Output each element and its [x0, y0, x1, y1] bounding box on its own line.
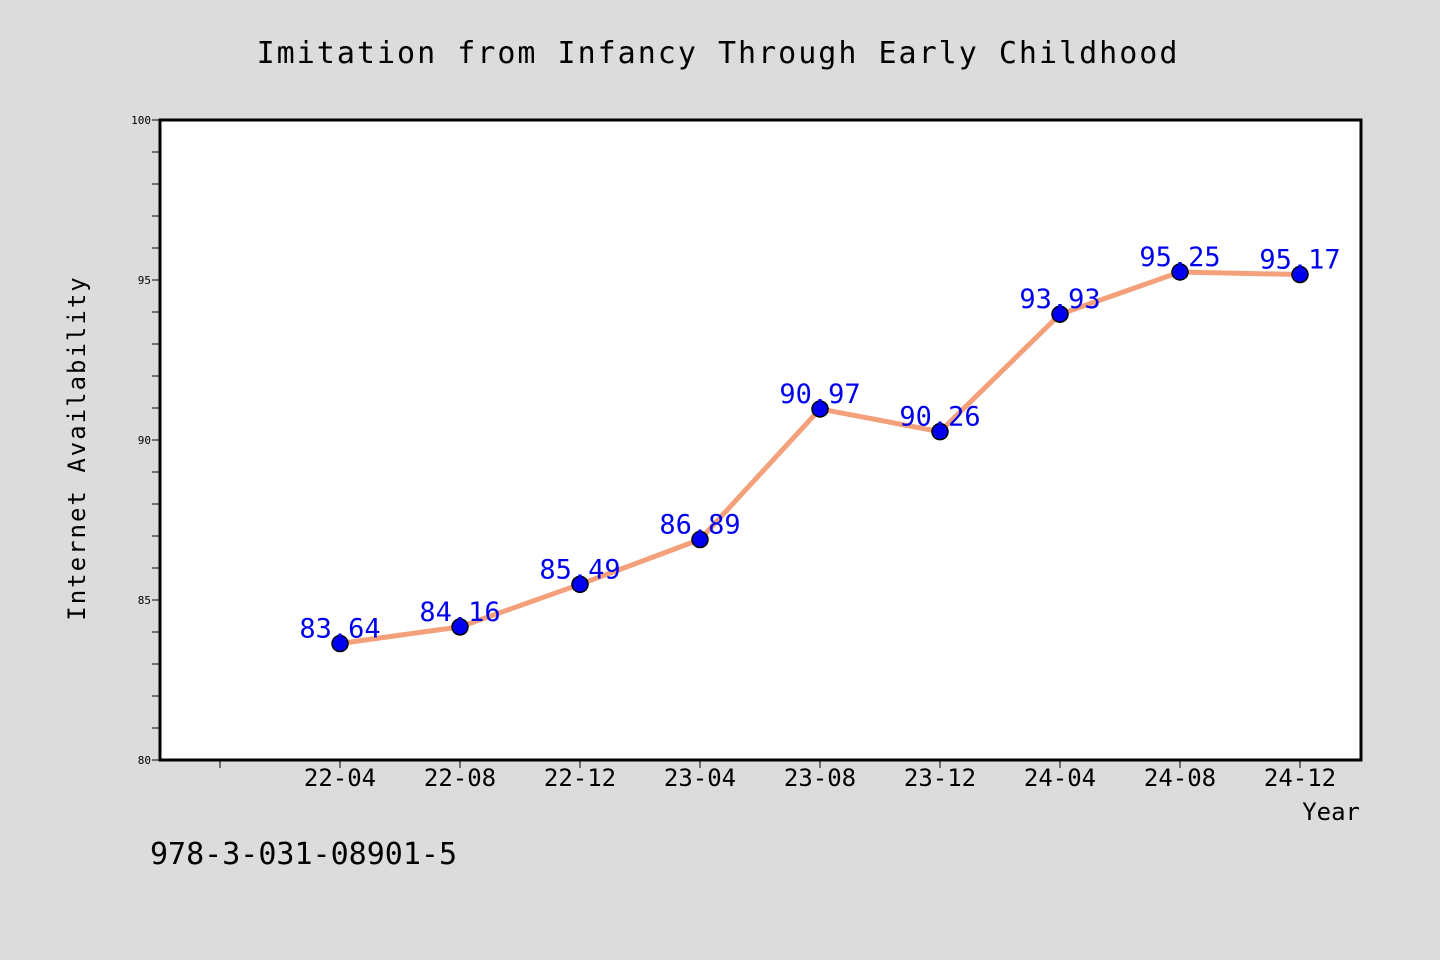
data-point — [571, 575, 589, 594]
y-tick-label: 100 — [131, 114, 151, 127]
data-label: 95.17 — [1259, 245, 1340, 276]
x-tick-label: 22-04 — [304, 764, 376, 792]
x-tick-label: 23-12 — [904, 764, 976, 792]
x-tick-label: 23-08 — [784, 764, 856, 792]
data-point — [1171, 263, 1189, 281]
x-tick-label: 23-04 — [664, 764, 736, 792]
y-axis: 80 85 90 95 100 — [131, 114, 160, 767]
data-label: 93.93 — [1019, 284, 1100, 315]
y-tick-label: 80 — [138, 754, 151, 767]
chart-title: Imitation from Infancy Through Early Chi… — [257, 36, 1180, 71]
y-tick-label: 90 — [138, 434, 151, 447]
data-label: 95.25 — [1139, 242, 1220, 273]
data-label: 84.16 — [419, 597, 500, 628]
data-label: 90.97 — [779, 379, 860, 410]
data-point — [1291, 265, 1309, 284]
x-tick-label: 22-12 — [544, 764, 616, 792]
y-tick-label: 85 — [138, 594, 151, 607]
x-tick-label: 24-08 — [1144, 764, 1216, 792]
series-layer: 83.64 84.16 85.49 86.89 90.97 90.26 93.93 95.25… — [299, 242, 1341, 653]
data-label: 86.89 — [659, 510, 740, 541]
data-label: 83.64 — [299, 614, 380, 645]
data-label: 90.26 — [899, 402, 980, 433]
y-axis-label: Internet Availability — [63, 275, 91, 620]
plot-area — [158, 118, 1363, 762]
x-axis: 22-04 22-08 22-12 23-04 23-08 23-12 24-04 24-08… — [219, 760, 1336, 792]
data-point — [331, 634, 349, 653]
data-point — [451, 618, 469, 636]
x-tick-label: 24-04 — [1024, 764, 1096, 792]
data-point — [1051, 305, 1069, 323]
x-axis-label: Year — [1302, 798, 1360, 826]
data-label: 85.49 — [539, 554, 620, 585]
data-point — [691, 530, 709, 549]
x-tick-label: 22-08 — [424, 764, 496, 792]
y-tick-label: 95 — [138, 274, 151, 287]
isbn-text: 978-3-031-08901-5 — [150, 837, 457, 872]
data-point — [811, 400, 829, 418]
x-tick-label: 24-12 — [1264, 764, 1336, 792]
data-point — [931, 422, 949, 441]
